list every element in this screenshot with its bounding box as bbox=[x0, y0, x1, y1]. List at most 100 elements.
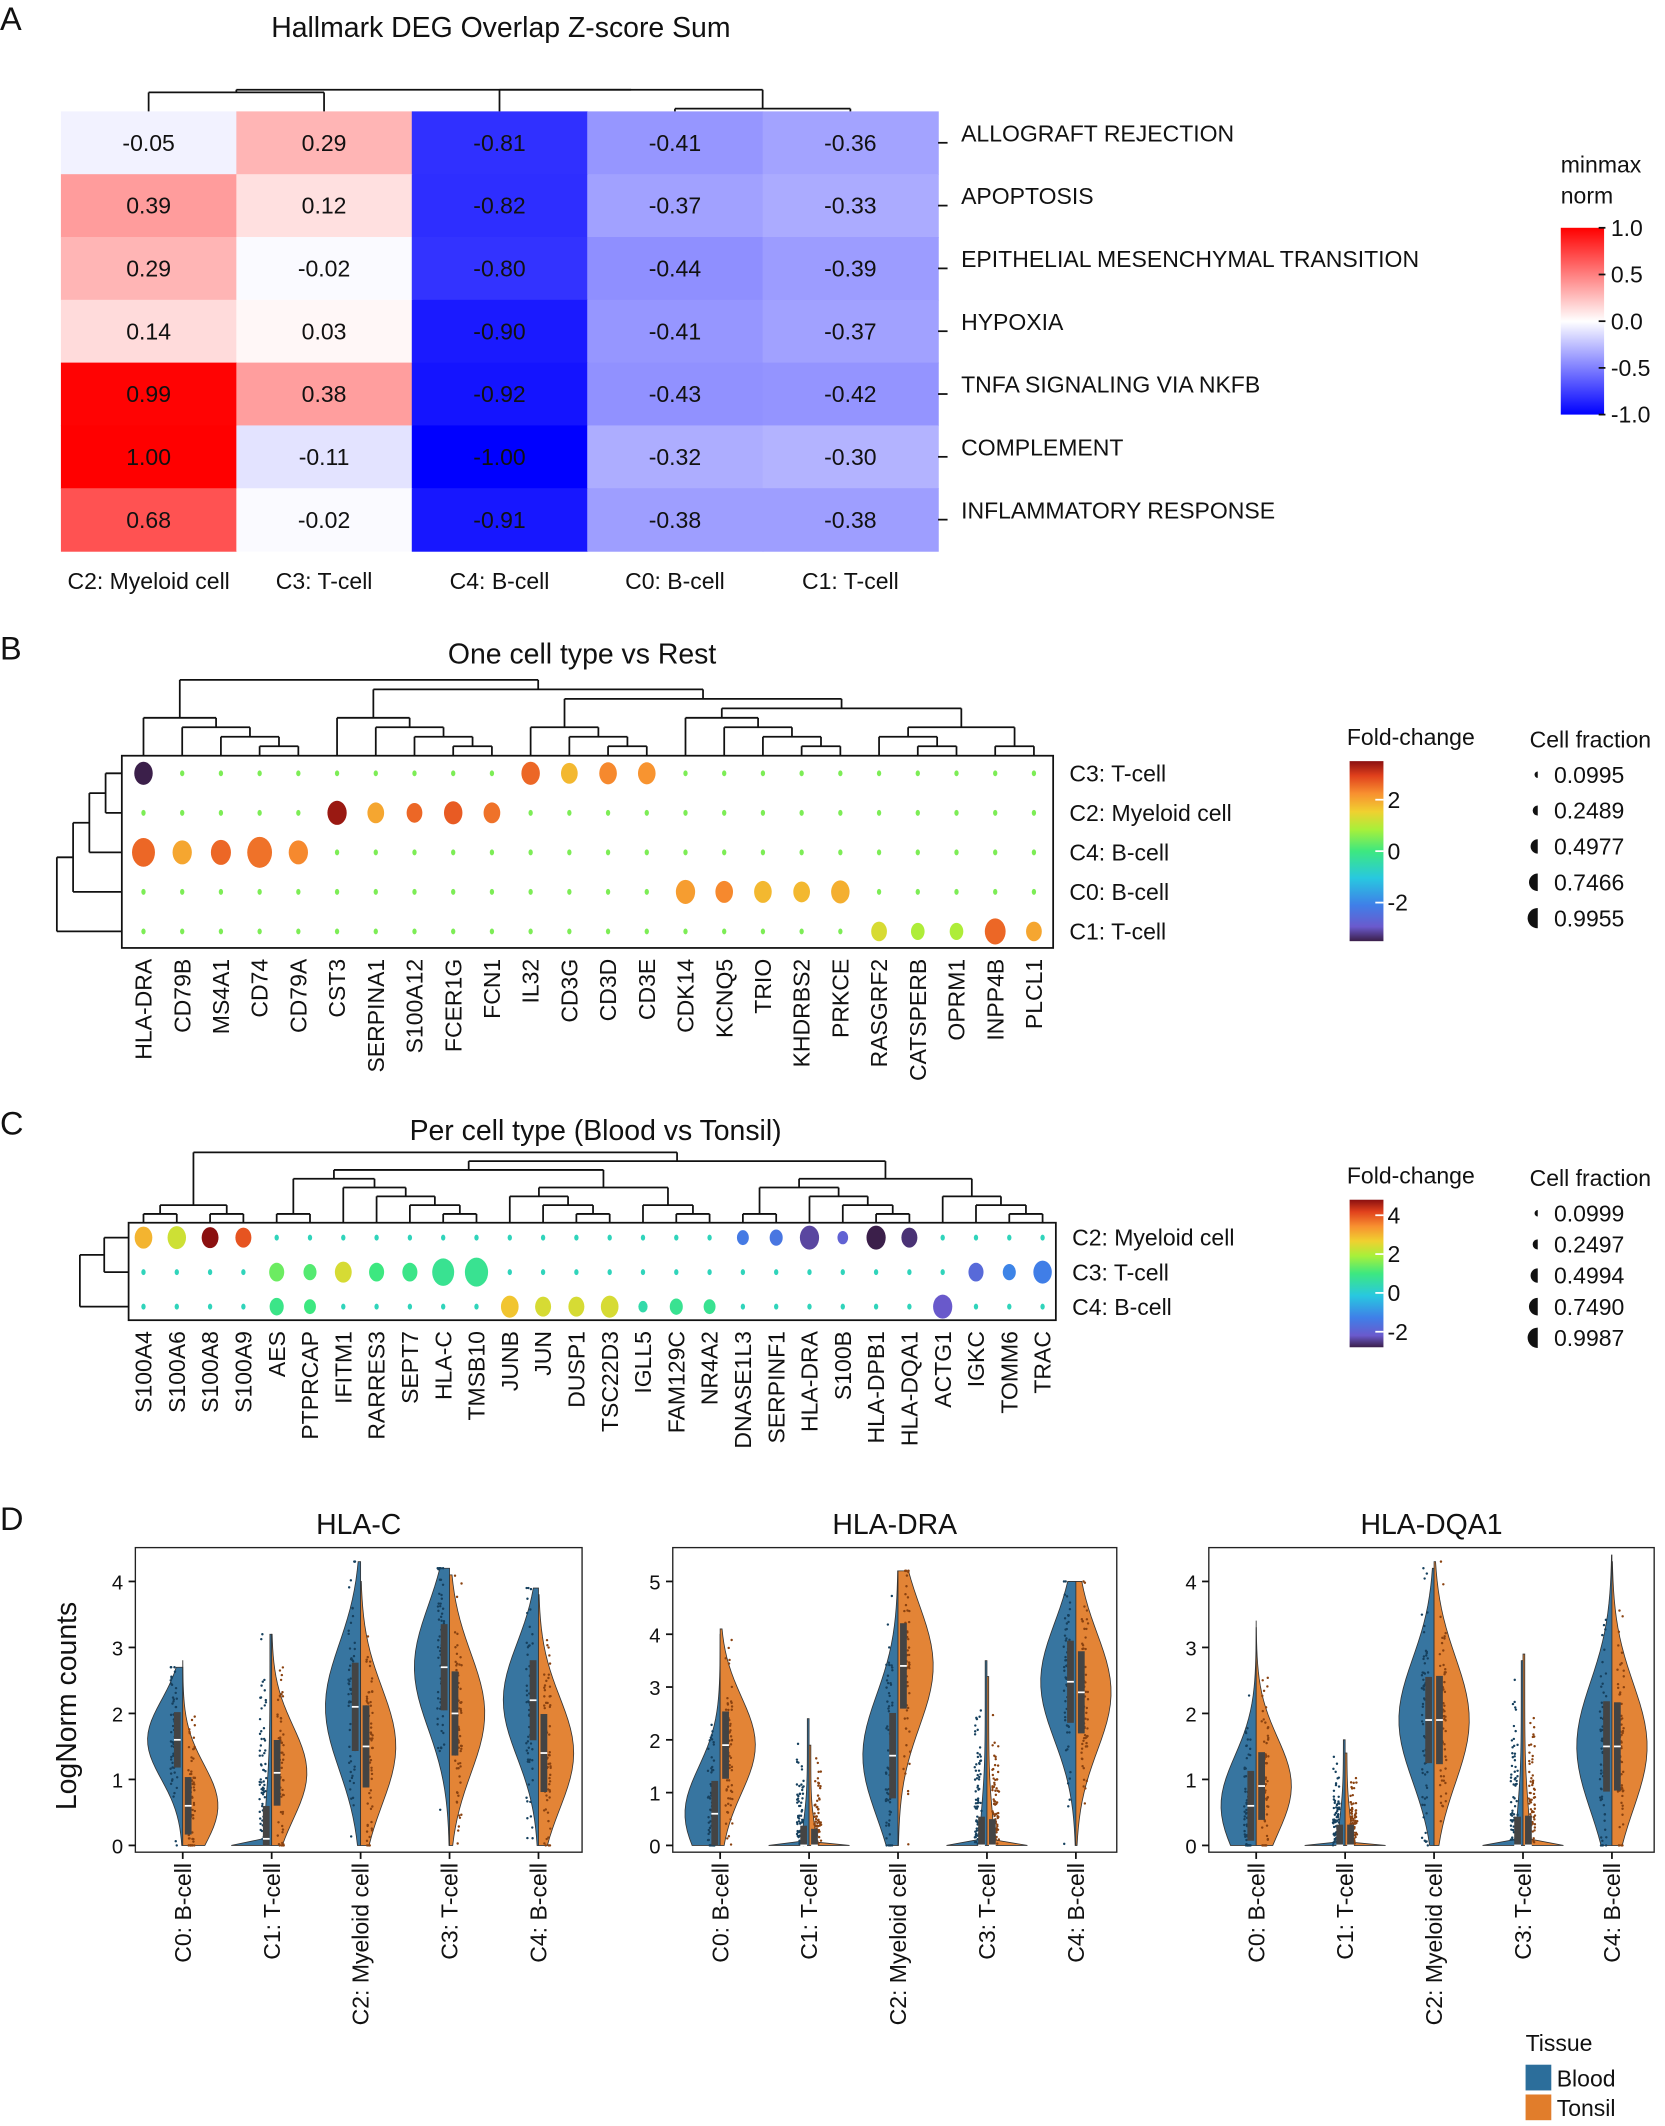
jitter-point bbox=[370, 1766, 373, 1770]
jitter-point bbox=[977, 1769, 981, 1772]
jitter-point bbox=[1439, 1560, 1443, 1563]
jitter-point bbox=[276, 1834, 279, 1837]
jitter-point bbox=[1621, 1813, 1624, 1816]
dot-background bbox=[740, 1303, 746, 1310]
jitter-point bbox=[350, 1657, 353, 1660]
jitter-point bbox=[547, 1676, 550, 1680]
dot-background bbox=[334, 928, 340, 935]
jitter-point bbox=[1420, 1836, 1424, 1840]
jitter-point bbox=[1531, 1782, 1535, 1785]
jitter-point bbox=[191, 1796, 194, 1799]
dot-background bbox=[907, 1303, 912, 1310]
jitter-point bbox=[370, 1737, 374, 1740]
jitter-point bbox=[1512, 1744, 1516, 1748]
dot-background bbox=[722, 770, 727, 777]
box-tonsil bbox=[1525, 1815, 1532, 1846]
jitter-point bbox=[818, 1798, 821, 1801]
colorbar-title: norm bbox=[1561, 182, 1613, 208]
jitter-point bbox=[904, 1727, 908, 1730]
jitter-point bbox=[1064, 1628, 1067, 1631]
jitter-point bbox=[1263, 1844, 1267, 1847]
panel-letter-c: C bbox=[0, 1106, 23, 1142]
jitter-point bbox=[1425, 1572, 1429, 1575]
jitter-point bbox=[1261, 1679, 1264, 1682]
jitter-point bbox=[729, 1756, 733, 1760]
jitter-point bbox=[351, 1774, 354, 1778]
jitter-point bbox=[1350, 1819, 1353, 1822]
jitter-point bbox=[459, 1781, 462, 1784]
dot-background bbox=[528, 809, 533, 816]
jitter-point bbox=[904, 1603, 908, 1607]
jitter-point bbox=[905, 1744, 908, 1747]
heatmap-cell-value: 0.38 bbox=[302, 381, 347, 407]
jitter-point bbox=[526, 1597, 529, 1600]
jitter-point bbox=[547, 1788, 550, 1791]
jitter-point bbox=[1245, 1756, 1249, 1760]
jitter-point bbox=[975, 1819, 979, 1823]
jitter-point bbox=[1266, 1676, 1269, 1680]
jitter-point bbox=[1531, 1774, 1534, 1777]
heatmap-cell bbox=[236, 425, 413, 489]
jitter-point bbox=[1423, 1672, 1427, 1675]
size-legend-marker bbox=[1527, 908, 1538, 929]
dot-background bbox=[412, 888, 417, 895]
jitter-point bbox=[1442, 1583, 1445, 1586]
jitter-point bbox=[903, 1755, 906, 1758]
dot-background bbox=[644, 849, 649, 856]
heatmap-cell bbox=[236, 488, 413, 552]
dot-igll5 bbox=[638, 1300, 648, 1313]
jitter-point bbox=[1599, 1836, 1603, 1839]
jitter-point bbox=[170, 1683, 174, 1687]
jitter-point bbox=[527, 1735, 530, 1739]
jitter-point bbox=[279, 1716, 283, 1720]
jitter-point bbox=[365, 1658, 368, 1661]
jitter-point bbox=[528, 1625, 531, 1629]
jitter-point bbox=[1604, 1695, 1608, 1698]
jitter-point bbox=[1604, 1844, 1608, 1847]
dot-actg1 bbox=[933, 1294, 953, 1319]
y-tick-label: 3 bbox=[649, 1678, 660, 1700]
jitter-point bbox=[712, 1740, 715, 1744]
dot-ptprcap bbox=[304, 1299, 316, 1315]
size-legend-marker bbox=[1528, 873, 1538, 892]
jitter-point bbox=[457, 1707, 461, 1710]
jitter-point bbox=[975, 1829, 979, 1832]
jitter-point bbox=[442, 1622, 446, 1625]
gene-label: SEPT7 bbox=[397, 1331, 423, 1404]
gene-label: OPRM1 bbox=[944, 959, 970, 1041]
jitter-point bbox=[1601, 1633, 1604, 1637]
jitter-point bbox=[1082, 1766, 1085, 1770]
jitter-point bbox=[1513, 1759, 1517, 1762]
jitter-point bbox=[1531, 1761, 1534, 1764]
jitter-point bbox=[1439, 1615, 1442, 1619]
dot-background bbox=[707, 1234, 712, 1241]
jitter-point bbox=[1424, 1831, 1427, 1835]
jitter-point bbox=[264, 1701, 268, 1704]
box-blood bbox=[1336, 1824, 1344, 1846]
jitter-point bbox=[1243, 1829, 1246, 1833]
dot-background bbox=[489, 770, 495, 777]
jitter-point bbox=[281, 1812, 284, 1816]
jitter-point bbox=[1065, 1595, 1069, 1598]
gene-label: PLCL1 bbox=[1021, 959, 1047, 1029]
jitter-point bbox=[996, 1770, 1000, 1774]
jitter-point bbox=[975, 1777, 979, 1780]
legend-title: Tissue bbox=[1526, 2030, 1593, 2056]
dot-background bbox=[489, 849, 495, 856]
jitter-point bbox=[440, 1612, 444, 1615]
jitter-point bbox=[1420, 1613, 1424, 1616]
jitter-point bbox=[976, 1755, 980, 1759]
jitter-point bbox=[454, 1646, 457, 1649]
jitter-point bbox=[885, 1663, 888, 1667]
jitter-point bbox=[455, 1652, 459, 1656]
jitter-point bbox=[978, 1746, 982, 1749]
y-tick-label: 4 bbox=[649, 1625, 660, 1647]
jitter-point bbox=[1064, 1580, 1067, 1583]
jitter-point bbox=[1529, 1808, 1533, 1811]
jitter-point bbox=[353, 1641, 356, 1645]
jitter-point bbox=[548, 1705, 552, 1709]
y-tick-label: 0 bbox=[649, 1837, 660, 1859]
jitter-point bbox=[1333, 1834, 1336, 1837]
jitter-point bbox=[526, 1817, 529, 1820]
violin-title: HLA-C bbox=[316, 1509, 401, 1541]
